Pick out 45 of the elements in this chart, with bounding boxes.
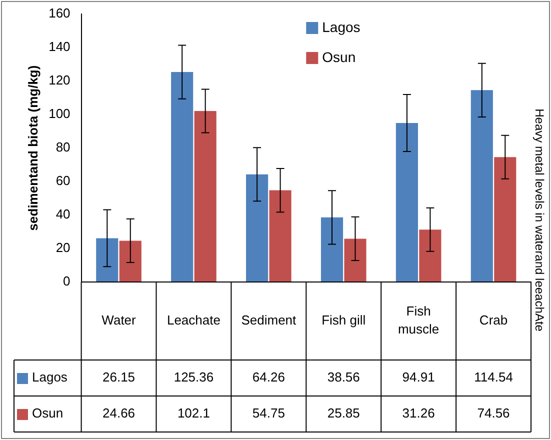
text: Lagos [32,370,68,385]
bar [96,238,118,282]
x-tick-label: Fish muscle [398,304,440,337]
data-label: 125.36 [174,370,214,385]
data-label: 94.91 [402,370,435,385]
bar [419,230,442,282]
x-tick-label: Crab [479,312,508,328]
x-tick-label: Sediment [241,312,297,328]
bar [494,157,516,282]
y-tick-label: 160 [48,6,70,21]
y-tick-label: 40 [56,206,70,222]
y-tick-label: 100 [48,106,70,122]
legend-label: Osun [322,48,356,65]
text: Osun [32,406,64,421]
x-tick-label: Fish gill [322,312,366,328]
y-tick-label: 80 [56,140,70,155]
bar [171,72,194,282]
y-tick-label: 0 [63,274,70,289]
bar [246,174,268,282]
bar [344,238,366,282]
data-label: 31.26 [402,406,435,421]
y-tick-label: 140 [48,39,70,54]
data-label: 38.56 [327,370,360,385]
data-label: 54.75 [252,406,285,421]
text: Heavy metal levels in waterand leeachAte [532,108,547,332]
bar [320,217,344,282]
bar [269,190,292,282]
y-tick-label: 120 [48,72,70,88]
data-label: 64.26 [252,370,285,385]
legend-label: Lagos [322,18,360,35]
x-tick-label: Leachate [166,312,220,328]
bar [396,123,418,282]
bar [470,90,493,282]
data-label: 26.15 [102,370,136,385]
data-label: 114.54 [474,370,513,385]
y-tick-label: 60 [56,173,70,188]
data-label: 102.1 [177,406,210,421]
y-tick-label: 20 [56,240,70,256]
data-label: 74.56 [477,406,510,421]
bar [119,240,142,282]
x-tick-label: Water [102,312,137,328]
data-label: 25.85 [327,406,360,421]
y-axis-title: sedimentand biota (mg/kg) [25,65,40,231]
data-label: 24.66 [102,406,136,421]
bar [194,110,216,282]
